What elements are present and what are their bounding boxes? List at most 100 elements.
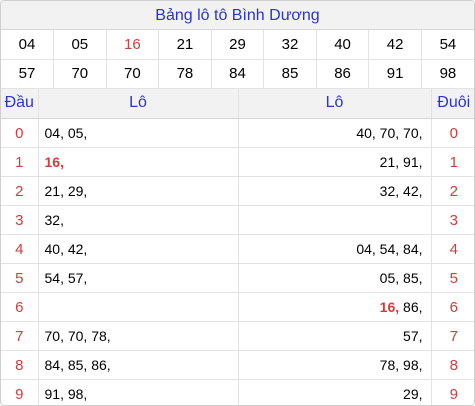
header-duoi: Đuôi: [431, 88, 474, 119]
lo-number: 78,: [91, 328, 111, 344]
loto-row: 8 84, 85, 86, 78, 98, 8: [1, 350, 474, 380]
lo-cell-right: 29,: [238, 379, 432, 405]
lo-cell-left: 21, 29,: [38, 176, 239, 206]
result-number: 21: [158, 30, 212, 60]
dau-digit: 5: [1, 263, 39, 293]
lo-number: 70,: [67, 328, 88, 344]
dau-digit: 3: [1, 205, 39, 235]
lo-cell-left: 54, 57,: [38, 263, 239, 293]
lo-number: 40,: [44, 241, 64, 257]
lo-cell-left: 40, 42,: [38, 234, 239, 264]
result-number: 70: [106, 59, 160, 89]
result-number: 54: [421, 30, 474, 60]
lo-cell-left: 70, 70, 78,: [38, 321, 239, 351]
dau-digit: 9: [1, 379, 39, 405]
lo-cell-right: 16, 86,: [238, 292, 432, 322]
loto-row: 6 16, 86, 6: [1, 292, 474, 322]
dau-digit: 7: [1, 321, 39, 351]
lo-number: 04,: [356, 241, 376, 257]
lo-number: 40,: [356, 125, 376, 141]
duoi-digit: 8: [431, 350, 474, 380]
dau-digit: 6: [1, 292, 39, 322]
loto-row: 3 32, 3: [1, 205, 474, 235]
result-number: 86: [316, 59, 370, 89]
loto-header-row: Đầu Lô Lô Đuôi: [1, 88, 474, 119]
result-number: 04: [1, 30, 55, 60]
lo-cell-left: 16,: [38, 147, 239, 177]
result-number: 29: [211, 30, 265, 60]
duoi-digit: 4: [431, 234, 474, 264]
lo-number: 16,: [379, 299, 400, 315]
result-number: 70: [53, 59, 107, 89]
dau-digit: 8: [1, 350, 39, 380]
loto-row: 0 04, 05, 40, 70, 70, 0: [1, 118, 474, 148]
result-number: 42: [368, 30, 422, 60]
dau-digit: 2: [1, 176, 39, 206]
lo-number: 42,: [67, 241, 88, 257]
lo-number: 29,: [403, 386, 423, 402]
dau-digit: 1: [1, 147, 39, 177]
lo-number: 70,: [44, 328, 64, 344]
duoi-digit: 2: [431, 176, 474, 206]
result-numbers-table: 04 05 16 21 29 32 40 42 54 57 70 70 78 84 85 86 91 98: [1, 30, 474, 89]
lo-cell-left: 91, 98,: [38, 379, 239, 405]
lo-number: 70,: [403, 125, 423, 141]
result-number: 84: [211, 59, 265, 89]
lo-number: 05,: [379, 270, 400, 286]
lo-number: 29,: [67, 183, 88, 199]
result-number: 05: [53, 30, 107, 60]
loto-row: 2 21, 29, 32, 42, 2: [1, 176, 474, 206]
lo-cell-right: 04, 54, 84,: [238, 234, 432, 264]
header-dau: Đầu: [1, 88, 39, 119]
lo-cell-right: 32, 42,: [238, 176, 432, 206]
header-lo-left: Lô: [38, 88, 239, 119]
duoi-digit: 9: [431, 379, 474, 405]
loto-body: 0 04, 05, 40, 70, 70, 0 1 16, 21, 91, 1 2 21, 29,…: [1, 118, 474, 405]
lo-cell-right: 57,: [238, 321, 432, 351]
lo-number: 32,: [44, 212, 64, 228]
lo-cell-left: 32,: [38, 205, 239, 235]
dau-digit: 0: [1, 118, 39, 148]
loto-row: 4 40, 42, 04, 54, 84, 4: [1, 234, 474, 264]
lo-number: 78,: [379, 357, 400, 373]
lo-number: 98,: [403, 357, 423, 373]
header-lo-right: Lô: [238, 88, 432, 119]
lo-number: 84,: [403, 241, 423, 257]
duoi-digit: 6: [431, 292, 474, 322]
duoi-digit: 1: [431, 147, 474, 177]
lo-number: 42,: [403, 183, 423, 199]
lo-number: 57,: [403, 328, 423, 344]
result-number: 40: [316, 30, 370, 60]
lo-number: 54,: [379, 241, 400, 257]
duoi-digit: 0: [431, 118, 474, 148]
lo-number: 91,: [403, 154, 423, 170]
result-number: 16: [106, 30, 160, 60]
lo-cell-right: 05, 85,: [238, 263, 432, 293]
lo-cell-right: 40, 70, 70,: [238, 118, 432, 148]
duoi-digit: 5: [431, 263, 474, 293]
lo-cell-left: [38, 292, 239, 322]
numbers-row-1: 04 05 16 21 29 32 40 42 54: [1, 30, 474, 60]
result-number: 57: [1, 59, 55, 89]
lo-number: 21,: [44, 183, 64, 199]
lo-number: 54,: [44, 270, 64, 286]
lo-number: 21,: [379, 154, 400, 170]
lo-number: 86,: [91, 357, 111, 373]
dau-digit: 4: [1, 234, 39, 264]
lo-number: 70,: [379, 125, 400, 141]
result-number: 98: [421, 59, 474, 89]
lo-cell-left: 04, 05,: [38, 118, 239, 148]
result-number: 78: [158, 59, 212, 89]
lo-number: 85,: [403, 270, 423, 286]
lo-number: 16,: [44, 154, 64, 170]
lo-number: 91,: [44, 386, 64, 402]
numbers-row-2: 57 70 70 78 84 85 86 91 98: [1, 59, 474, 89]
duoi-digit: 3: [431, 205, 474, 235]
lo-number: 57,: [67, 270, 88, 286]
lo-cell-right: 21, 91,: [238, 147, 432, 177]
loto-table: Đầu Lô Lô Đuôi 0 04, 05, 40, 70, 70, 0 1 16, 2…: [1, 88, 474, 405]
result-number: 85: [263, 59, 317, 89]
lo-number: 04,: [44, 125, 64, 141]
lo-number: 32,: [379, 183, 400, 199]
